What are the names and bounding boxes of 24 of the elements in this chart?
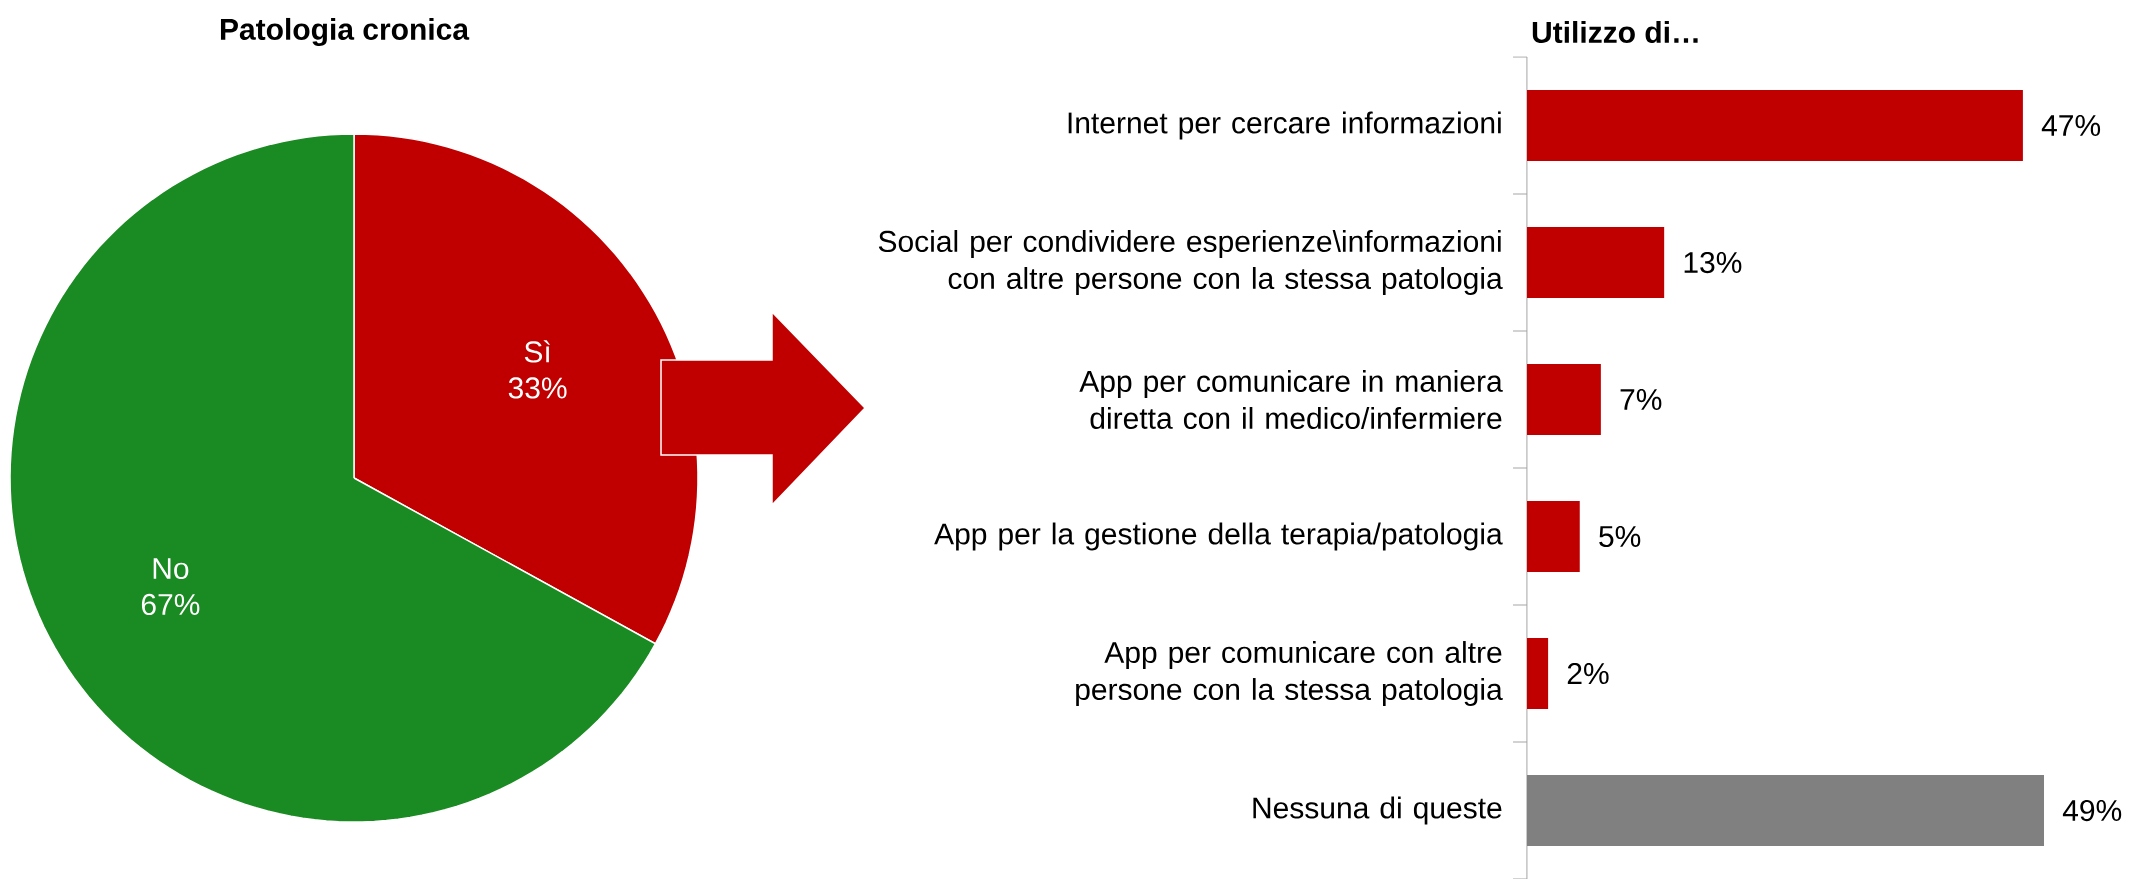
data-label: 33% [508,377,567,399]
chart-title: Utilizzo di… [1532,20,1698,44]
bar [1527,775,2045,847]
data-label: 7% [1620,389,1662,410]
data-label: 2% [1567,662,1609,685]
bar [1527,638,1549,710]
data-label: 47% [2041,115,2101,136]
y-tick-label: App per comunicare con altre persone con la stessa patologia [1076,641,1503,706]
y-tick-label: Social per condividere esperienze\informazioni con altre persone con la stessa patologia [878,230,1503,295]
data-label: 13% [1684,251,1742,274]
y-tick-label: App per comunicare in maniera diretta con il medico/infermiere [1079,369,1503,430]
bar [1527,501,1580,573]
bar [1527,227,1665,299]
bar [1527,364,1601,436]
slice-label: No [153,558,189,580]
data-label: 49% [2062,799,2122,822]
chart-title: Patologia cronica [220,17,470,47]
y-tick-label: App per la gestione della terapia/patologia [934,522,1503,551]
data-label: 5% [1599,525,1641,548]
data-label: 67% [141,593,200,616]
y-tick-label: Nessuna di queste [1253,796,1502,825]
bar [1527,90,2023,162]
slice-label: Sì [524,340,550,363]
y-tick-label: Internet per cercare informazioni [1068,111,1501,140]
